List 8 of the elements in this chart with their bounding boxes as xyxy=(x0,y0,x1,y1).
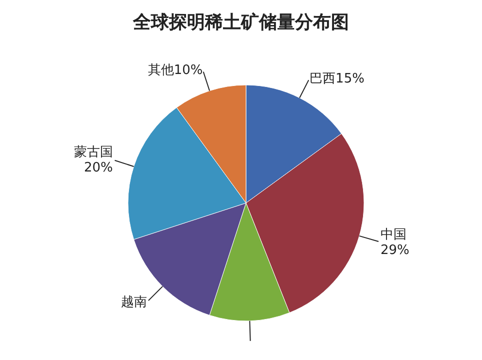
slice-label: 越南 xyxy=(121,294,148,310)
slice-label: 巴西15% xyxy=(310,70,364,86)
slice-label: 蒙古国 xyxy=(74,144,113,160)
slice-label: 中国 xyxy=(380,226,406,242)
data-label: 29% xyxy=(380,242,410,258)
data-label: 20% xyxy=(84,160,113,176)
slice-label: 其他10% xyxy=(148,62,203,78)
chart-title: 全球探明稀土矿储量分布图 xyxy=(132,11,350,35)
